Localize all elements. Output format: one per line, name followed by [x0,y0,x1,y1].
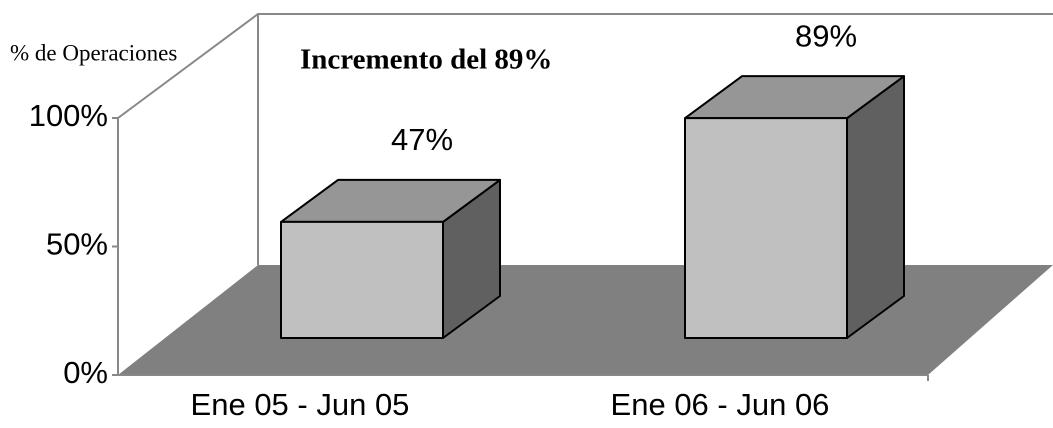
value-label: 47% [391,122,453,157]
x-tick-label: Ene 05 - Jun 05 [191,387,410,422]
x-tick-label: Ene 06 - Jun 06 [611,387,830,422]
bar-side [846,75,905,339]
y-axis-label: % de Operaciones [10,40,177,65]
value-label: 89% [795,18,857,53]
walls [117,13,1053,265]
y-tick-label: 50% [46,227,108,262]
bar [684,117,848,339]
annotation: Incremento del 89% [300,44,552,76]
y-tick-label: 0% [63,355,108,390]
bar [280,220,444,339]
floor [118,265,1053,375]
y-tick-label: 100% [29,98,108,133]
